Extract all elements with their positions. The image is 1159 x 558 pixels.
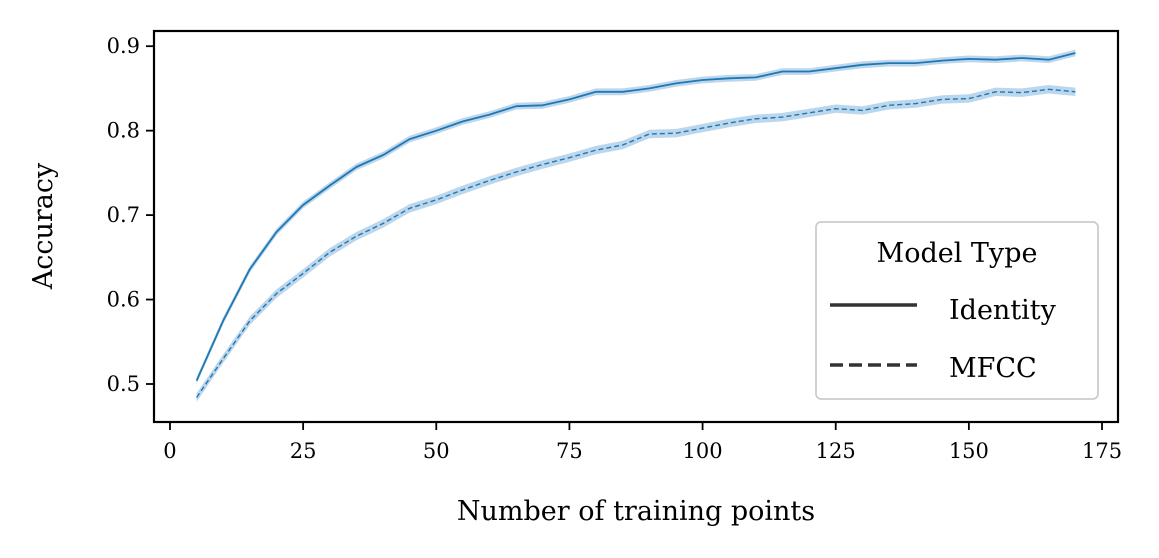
x-tick-label: 25	[290, 439, 317, 463]
x-tick-label: 175	[1082, 439, 1122, 463]
legend: Model Type Identity MFCC	[815, 221, 1099, 400]
x-axis-ticks: 0 25 50 75 100 125 150 175	[163, 422, 1122, 463]
y-tick-label: 0.5	[107, 372, 140, 396]
x-tick-label: 100	[683, 439, 723, 463]
legend-label-identity: Identity	[949, 295, 1057, 326]
plot-area	[195, 49, 1076, 402]
y-axis-label: Accuracy	[28, 162, 59, 290]
line-identity	[195, 52, 1076, 381]
x-tick-label: 50	[423, 439, 450, 463]
y-axis-ticks: 0.5 0.6 0.7 0.8 0.9	[107, 34, 154, 396]
series-lines	[195, 52, 1076, 398]
x-tick-label: 75	[556, 439, 583, 463]
x-tick-label: 0	[163, 439, 176, 463]
legend-label-mfcc: MFCC	[949, 353, 1037, 384]
legend-box	[815, 221, 1099, 400]
y-tick-label: 0.8	[107, 119, 140, 143]
y-tick-label: 0.9	[107, 34, 140, 58]
x-tick-label: 150	[949, 439, 989, 463]
y-tick-label: 0.6	[107, 288, 140, 312]
x-axis-label: Number of training points	[457, 496, 815, 527]
legend-title: Model Type	[877, 238, 1038, 269]
y-tick-label: 0.7	[107, 203, 140, 227]
axes-frame	[152, 29, 1120, 424]
x-tick-label: 125	[816, 439, 856, 463]
